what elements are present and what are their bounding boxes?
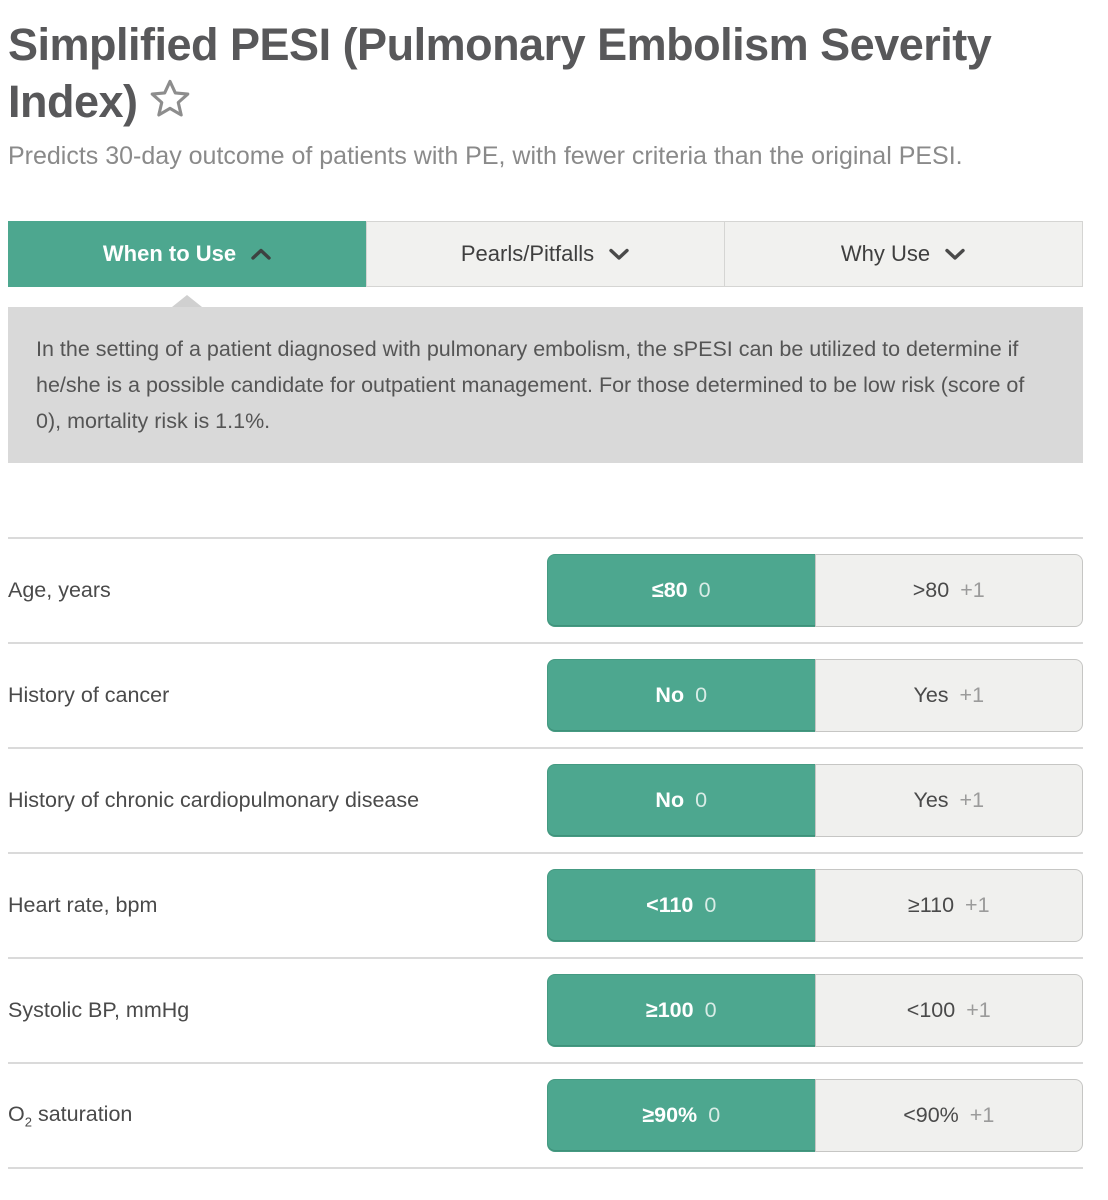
tab-when-to-use[interactable]: When to Use: [8, 221, 367, 287]
tab-pearls-pitfalls-label: Pearls/Pitfalls: [460, 241, 595, 266]
star-outline-icon[interactable]: [148, 77, 192, 121]
page-title: Simplified PESI (Pulmonary Embolism Seve…: [8, 16, 1018, 130]
criteria-list: Age, years ≤80 0 >80 +1 History of cance…: [8, 537, 1083, 1169]
option-button[interactable]: ≥110 +1: [814, 869, 1083, 942]
criterion-row-heart-rate: Heart rate, bpm <110 0 ≥110 +1: [8, 852, 1083, 957]
criterion-row-o2-saturation: O2 saturation ≥90% 0 <90% +1: [8, 1062, 1083, 1167]
criterion-row-systolic-bp: Systolic BP, mmHg ≥100 0 <100 +1: [8, 957, 1083, 1062]
option-button[interactable]: <110 0: [547, 869, 815, 942]
page-title-text: Simplified PESI (Pulmonary Embolism Seve…: [8, 19, 992, 127]
criterion-label: Systolic BP, mmHg: [8, 998, 190, 1022]
chevron-down-icon: [609, 248, 629, 260]
criterion-label: Age, years: [8, 578, 111, 602]
tab-pearls-pitfalls[interactable]: Pearls/Pitfalls: [366, 221, 725, 287]
when-to-use-text: In the setting of a patient diagnosed wi…: [36, 337, 1025, 433]
option-button[interactable]: Yes +1: [814, 659, 1083, 732]
option-button[interactable]: ≥90% 0: [547, 1079, 815, 1152]
panel-notch: [172, 295, 202, 307]
tab-when-to-use-label: When to Use: [102, 241, 237, 266]
option-group: ≤80 0 >80 +1: [547, 554, 1083, 627]
option-button[interactable]: ≥100 0: [547, 974, 815, 1047]
bottom-divider: [8, 1167, 1083, 1169]
criterion-label: O2 saturation: [8, 1101, 133, 1130]
tab-why-use[interactable]: Why Use: [724, 221, 1083, 287]
option-group: ≥100 0 <100 +1: [547, 974, 1083, 1047]
when-to-use-panel: In the setting of a patient diagnosed wi…: [8, 295, 1083, 463]
criterion-label: History of chronic cardiopulmonary disea…: [8, 788, 420, 812]
tab-why-use-label: Why Use: [840, 241, 931, 266]
criterion-label: Heart rate, bpm: [8, 893, 158, 917]
option-group: No 0 Yes +1: [547, 764, 1083, 837]
calculator-page: Simplified PESI (Pulmonary Embolism Seve…: [8, 16, 1083, 1169]
option-button[interactable]: <100 +1: [814, 974, 1083, 1047]
option-button[interactable]: No 0: [547, 764, 815, 837]
option-button[interactable]: ≤80 0: [547, 554, 815, 627]
tab-bar: When to Use Pearls/Pitfalls Why Use: [8, 221, 1083, 287]
criterion-row-cancer: History of cancer No 0 Yes +1: [8, 642, 1083, 747]
criterion-label: History of cancer: [8, 683, 170, 707]
option-group: <110 0 ≥110 +1: [547, 869, 1083, 942]
option-button[interactable]: Yes +1: [814, 764, 1083, 837]
page-subtitle: Predicts 30-day outcome of patients with…: [8, 142, 963, 170]
criterion-row-cardiopulmonary: History of chronic cardiopulmonary disea…: [8, 747, 1083, 852]
criterion-row-age: Age, years ≤80 0 >80 +1: [8, 537, 1083, 642]
chevron-down-icon: [945, 248, 965, 260]
option-group: ≥90% 0 <90% +1: [547, 1079, 1083, 1152]
option-group: No 0 Yes +1: [547, 659, 1083, 732]
chevron-up-icon: [251, 248, 271, 260]
option-button[interactable]: <90% +1: [814, 1079, 1083, 1152]
option-button[interactable]: No 0: [547, 659, 815, 732]
option-button[interactable]: >80 +1: [814, 554, 1083, 627]
